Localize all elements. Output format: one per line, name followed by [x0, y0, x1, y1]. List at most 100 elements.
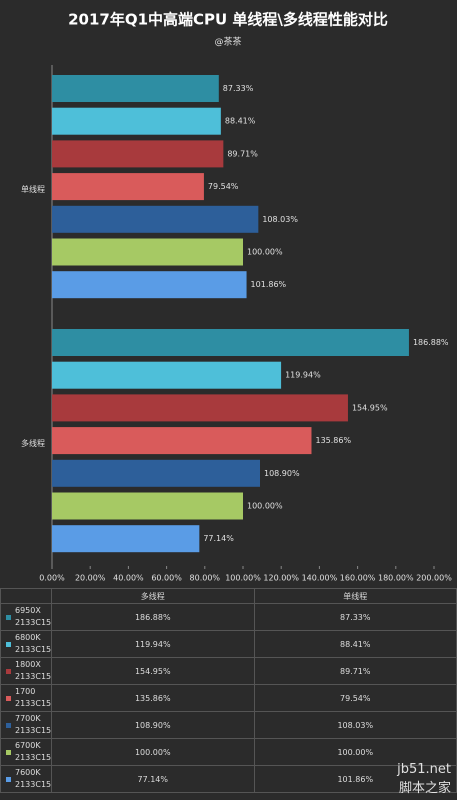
table-value: 77.14% [51, 765, 255, 793]
table-row: 7600K 2133C15 77.14% 101.86% [0, 765, 457, 793]
table-row: 6800K 2133C15 119.94% 88.41% [0, 630, 457, 658]
legend-swatch [6, 641, 11, 647]
table-value: 108.90% [51, 711, 255, 739]
bar [52, 427, 312, 455]
series-name: 7600K 2133C15 [1, 767, 52, 791]
value-label: 77.14% [203, 534, 234, 543]
value-label: 88.41% [225, 117, 256, 126]
x-tick-label: 0.00% [39, 574, 65, 583]
x-tick-label: 60.00% [151, 574, 182, 583]
table-value: 87.33% [253, 603, 457, 631]
table-row: 6700K 2133C15 100.00% 100.00% [0, 738, 457, 766]
series-name: 7700K 2133C15 [1, 713, 52, 737]
x-tick-label: 40.00% [113, 574, 144, 583]
name-cell: 1700 2133C15 [0, 684, 52, 712]
value-label: 87.33% [223, 84, 254, 93]
watermark-text: 脚本之家 [398, 781, 451, 796]
table-row: 7700K 2133C15 108.90% 108.03% [0, 711, 457, 739]
category-label: 单线程 [21, 184, 45, 194]
x-tick-label: 20.00% [75, 574, 106, 583]
x-tick-label: 180.00% [378, 574, 414, 583]
table-value: 186.88% [51, 603, 255, 631]
series-name: 1800X 2133C15 [1, 659, 52, 683]
table-row: 1800X 2133C15 154.95% 89.71% [0, 657, 457, 685]
watermark-url: jb51.net [397, 762, 451, 777]
bar [52, 271, 247, 299]
legend-label: 6700K 2133C15 [15, 741, 52, 762]
value-label: 89.71% [227, 149, 258, 158]
header-cell: 多线程 [51, 588, 255, 604]
header-cell [0, 588, 52, 604]
value-label: 100.00% [247, 248, 283, 257]
name-cell: 6800K 2133C15 [0, 630, 52, 658]
name-cell: 6950X 2133C15 [0, 603, 52, 631]
bar [52, 205, 259, 233]
series-name: 1700 2133C15 [1, 686, 52, 710]
value-label: 135.86% [315, 436, 351, 445]
name-cell: 7700K 2133C15 [0, 711, 52, 739]
legend-swatch [6, 614, 11, 620]
table-value: 88.41% [253, 630, 457, 658]
category-label: 多线程 [21, 438, 45, 448]
legend-swatch [6, 749, 11, 755]
legend-swatch [6, 695, 11, 701]
table-value: 89.71% [253, 657, 457, 685]
value-label: 119.94% [285, 371, 321, 380]
bar [52, 394, 348, 422]
bar [52, 361, 282, 389]
x-tick-label: 120.00% [263, 574, 299, 583]
bar [52, 173, 204, 201]
legend-swatch [6, 668, 11, 674]
series-name: 6950X 2133C15 [1, 605, 52, 629]
bar [52, 492, 243, 520]
x-tick-label: 100.00% [225, 574, 261, 583]
name-cell: 1800X 2133C15 [0, 657, 52, 685]
table-value: 101.86% [253, 765, 457, 793]
watermark: jb51.net 脚本之家 [397, 762, 451, 796]
data-table: 多线程 单线程 6950X 2133C15 186.88% 87.33% 6800K 21… [0, 588, 457, 793]
value-label: 186.88% [413, 338, 449, 347]
name-cell: 7600K 2133C15 [0, 765, 52, 793]
x-tick-label: 200.00% [416, 574, 452, 583]
table-value: 108.03% [253, 711, 457, 739]
bar [52, 238, 243, 266]
value-label: 154.95% [352, 403, 388, 412]
table-value: 135.86% [51, 684, 255, 712]
legend-label: 1800X 2133C15 [15, 660, 52, 681]
table-row: 6950X 2133C15 186.88% 87.33% [0, 603, 457, 631]
legend-label: 1700 2133C15 [15, 687, 52, 708]
legend-swatch [6, 722, 11, 728]
x-tick-label: 80.00% [190, 574, 221, 583]
value-label: 79.54% [208, 182, 239, 191]
legend-swatch [6, 776, 11, 782]
table-header: 多线程 单线程 [0, 588, 457, 604]
bar [52, 329, 409, 356]
bar [52, 459, 260, 487]
series-name: 6700K 2133C15 [1, 740, 52, 764]
bar [52, 525, 200, 553]
name-cell: 6700K 2133C15 [0, 738, 52, 766]
chart-title: 2017年Q1中高端CPU 单线程\多线程性能对比 [68, 11, 388, 29]
series-name: 6800K 2133C15 [1, 632, 52, 656]
table-row: 1700 2133C15 135.86% 79.54% [0, 684, 457, 712]
legend-label: 6950X 2133C15 [15, 606, 52, 627]
value-label: 101.86% [251, 280, 287, 289]
header-cell: 单线程 [253, 588, 457, 604]
table-value: 154.95% [51, 657, 255, 685]
x-tick-label: 140.00% [302, 574, 338, 583]
value-label: 108.03% [262, 215, 298, 224]
chart: 2017年Q1中高端CPU 单线程\多线程性能对比 @茶茶 0.00% 20.00… [21, 11, 452, 583]
x-tick-label: 160.00% [340, 574, 376, 583]
value-label: 100.00% [247, 502, 283, 511]
chart-subtitle: @茶茶 [214, 36, 241, 48]
legend-label: 7700K 2133C15 [15, 714, 52, 735]
table-value: 79.54% [253, 684, 457, 712]
bar [52, 75, 219, 102]
table-value: 100.00% [51, 738, 255, 766]
table-value: 119.94% [51, 630, 255, 658]
legend-label: 7600K 2133C15 [15, 768, 52, 789]
value-label: 108.90% [264, 469, 300, 478]
bar [52, 107, 221, 135]
legend-label: 6800K 2133C15 [15, 633, 52, 654]
